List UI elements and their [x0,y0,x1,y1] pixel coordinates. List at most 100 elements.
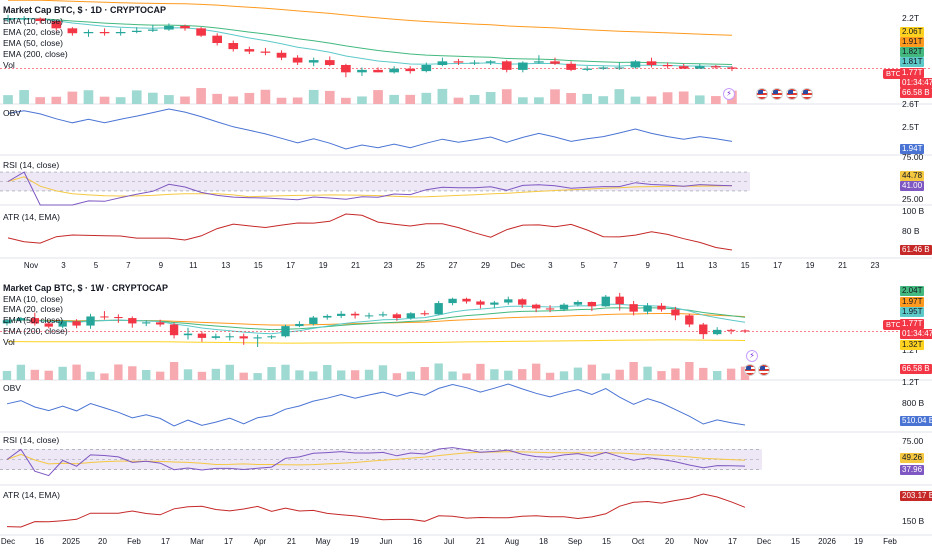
bottom-vol-tag: 66.58 B [900,364,932,374]
top-atr-line [7,213,733,251]
top-volume-bar [373,90,383,104]
top-rsi-label[interactable]: RSI (14, close) [3,160,60,170]
bottom-ema10-tag: 2.04T [900,286,925,296]
top-legend-ema20[interactable]: EMA (20, close) [3,27,63,37]
bottom-candle-body [462,298,471,302]
bottom-candle-body [16,318,26,321]
bottom-candle-body [671,309,680,316]
top-volume-bar [566,93,576,104]
top-ema50-line [8,0,733,36]
top-obv-label[interactable]: OBV [3,108,21,118]
top-axis-label: 2.5T [902,122,920,132]
top-candle-body [196,28,206,36]
top-us-flag-icon[interactable] [801,88,813,100]
top-x-tick-label: 3 [61,261,66,270]
top-candle-body [357,69,367,73]
bottom-x-tick-label: 20 [665,537,674,546]
bottom-legend-ema20[interactable]: EMA (20, close) [3,304,63,314]
bottom-atr-label[interactable]: ATR (14, EMA) [3,490,60,500]
bottom-legend-vol[interactable]: Vol [3,337,15,347]
bottom-legend-ema50[interactable]: EMA (50, close) [3,315,63,325]
top-legend-ema50[interactable]: EMA (50, close) [3,38,63,48]
top-volume-bar [292,97,303,104]
top-lightning-icon[interactable]: ⚡ [723,88,735,100]
top-volume-bar [324,90,335,104]
bottom-us-flag-icon[interactable] [758,364,770,376]
top-x-tick-label: 13 [708,261,717,270]
bottom-volume-bar [350,370,360,380]
top-atr-label[interactable]: ATR (14, EMA) [3,212,60,222]
top-volume-bar [518,97,528,104]
top-axis-label: 80 B [902,226,920,236]
bottom-us-flag-icon[interactable] [744,364,756,376]
bottom-volume-bar [671,368,680,380]
bottom-candle-body [434,303,443,315]
bottom-candle-body [406,313,415,319]
bottom-axis-label: 75.00 [902,436,924,446]
bottom-candle-body [58,321,67,327]
top-ema20-line [8,18,733,65]
top-candle-body [630,61,641,68]
bottom-candle-body [197,333,207,338]
top-legend-vol[interactable]: Vol [3,60,15,70]
top-legend-ema200[interactable]: EMA (200, close) [3,49,68,59]
bottom-x-tick-label: Feb [127,537,141,546]
top-candle-body [244,49,255,52]
top-candle-body [67,28,78,34]
bottom-candle-body [267,336,276,338]
bottom-x-tick-label: 2026 [818,537,836,546]
top-x-tick-label: 5 [94,261,99,270]
bottom-candle-body [476,301,485,305]
bottom-x-tick-label: Sep [568,537,583,546]
top-x-tick-label: 19 [319,261,328,270]
top-volume-bar [148,92,158,104]
bottom-legend-ema10[interactable]: EMA (10, close) [3,294,63,304]
top-candle-body [678,66,689,69]
bottom-lightning-icon[interactable]: ⚡ [746,350,758,362]
bottom-legend-ema200[interactable]: EMA (200, close) [3,326,68,336]
top-us-flag-icon[interactable] [771,88,783,100]
bottom-volume-bar [142,370,151,380]
bottom-candle-body [30,318,39,324]
bottom-volume-bar [364,369,374,380]
top-volume-bar [99,96,110,104]
bottom-obv-label[interactable]: OBV [3,383,21,393]
bottom-candle-body [86,316,95,326]
top-us-flag-icon[interactable] [786,88,798,100]
top-symbol-tag: BTC [883,69,904,79]
top-volume-bar [228,96,239,104]
top-candle-body [35,18,46,21]
top-candle-body [212,35,222,43]
bottom-candle-body [740,330,750,332]
top-axis-label: 2.6T [902,99,920,109]
bottom-candle-body [183,333,193,336]
bottom-candle-body [295,323,304,327]
top-volume-bar [389,94,399,104]
top-candle-body [164,25,174,30]
bottom-volume-bar [58,366,67,380]
bottom-volume-bar [615,369,624,380]
top-legend-ema10[interactable]: EMA (10, close) [3,16,63,26]
bottom-rsi-label[interactable]: RSI (14, close) [3,435,60,445]
top-candle-body [19,18,29,20]
bottom-candle-body [337,313,346,316]
bottom-candle-body [253,337,262,339]
top-ema20-tag: 1.82T [900,47,925,57]
bottom-rsi-line [6,447,746,477]
top-candle-body [711,66,721,68]
top-us-flag-icon[interactable] [756,88,768,100]
bottom-axis-label: 800 B [902,398,925,408]
bottom-chart-title: Market Cap BTC, $ · 1W · CRYPTOCAP [3,283,169,293]
top-volume-bar [212,93,222,104]
bottom-candle-body [44,323,53,327]
bottom-countdown-tag: 01:34:47 [900,329,932,339]
bottom-x-tick-label: Apr [254,537,267,546]
top-rsi-tag: 41.00 [900,181,925,191]
bottom-candle-body [545,308,555,310]
bottom-candle-body [573,302,583,305]
bottom-volume-bar [587,364,597,380]
top-candle-body [148,29,158,31]
top-volume-bar [341,97,351,104]
top-axis-label: 25.00 [902,194,924,204]
bottom-volume-bar [726,368,736,380]
